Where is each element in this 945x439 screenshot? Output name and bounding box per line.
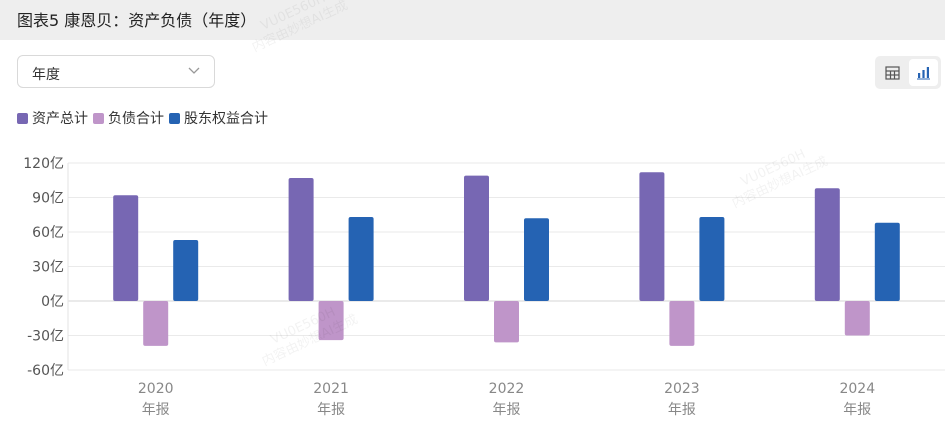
legend-item-assets[interactable]: 资产总计 [17,108,88,128]
legend-label-liabilities: 负债合计 [108,111,164,127]
bar-2024-0[interactable] [814,188,840,301]
chart-title: 图表5 康恩贝：资产负债（年度） [17,11,257,30]
bar-2021-1[interactable] [318,301,344,341]
view-toggle [875,56,941,89]
bar-2023-1[interactable] [669,301,695,346]
period-select-value: 年度 [32,67,60,83]
bar-2023-0[interactable] [639,172,665,301]
y-tick-label: 120亿 [23,156,64,172]
bar-chart-icon [917,66,930,79]
chevron-down-icon [188,67,200,74]
x-tick-sublabel: 年报 [142,402,170,418]
bar-2021-2[interactable] [348,217,374,301]
x-tick-sublabel: 年报 [668,402,696,418]
legend-label-assets: 资产总计 [32,111,88,127]
bar-2021-0[interactable] [288,177,314,301]
table-view-button[interactable] [878,59,907,86]
y-tick-label: -30亿 [27,329,64,345]
x-tick-label: 2022 [489,381,525,397]
y-tick-label: 90亿 [32,191,64,207]
legend: 资产总计 负债合计 股东权益合计 [17,108,273,128]
legend-swatch-assets [17,112,28,124]
x-tick-sublabel: 年报 [843,402,871,418]
x-tick-label: 2020 [138,381,174,397]
bar-2024-2[interactable] [874,222,900,301]
legend-label-equity: 股东权益合计 [184,111,268,127]
bar-2020-2[interactable] [173,240,199,301]
chart-view-button[interactable] [909,59,938,86]
bar-2024-1[interactable] [844,301,870,336]
x-tick-label: 2021 [313,381,349,397]
legend-swatch-liabilities [93,112,104,124]
y-tick-label: -60亿 [27,363,64,379]
bar-2020-1[interactable] [143,301,169,346]
legend-swatch-equity [169,112,180,124]
x-tick-label: 2024 [839,381,875,397]
x-tick-sublabel: 年报 [493,402,521,418]
x-tick-label: 2023 [664,381,700,397]
bar-chart: 120亿 90亿 60亿 30亿 0亿 -30亿 -60亿 2020 年报 2021 年报 2022 年… [23,156,945,418]
legend-item-liabilities[interactable]: 负债合计 [93,108,164,128]
legend-item-equity[interactable]: 股东权益合计 [169,108,268,128]
bar-2022-2[interactable] [524,218,549,301]
y-tick-label: 30亿 [32,260,64,276]
title-bar: 图表5 康恩贝：资产负债（年度） [0,0,945,40]
bar-2020-0[interactable] [113,195,139,301]
y-tick-label: 0亿 [41,294,64,310]
bar-2022-1[interactable] [494,301,519,343]
x-tick-sublabel: 年报 [317,402,345,418]
bar-2023-2[interactable] [699,217,725,301]
table-icon [885,65,900,80]
period-select[interactable]: 年度 [17,55,215,88]
y-tick-label: 60亿 [32,225,64,241]
bar-2022-0[interactable] [464,175,489,301]
